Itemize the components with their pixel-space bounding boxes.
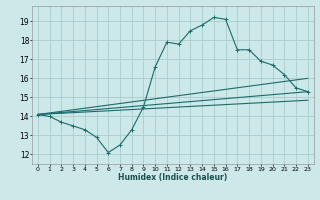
X-axis label: Humidex (Indice chaleur): Humidex (Indice chaleur) (118, 173, 228, 182)
